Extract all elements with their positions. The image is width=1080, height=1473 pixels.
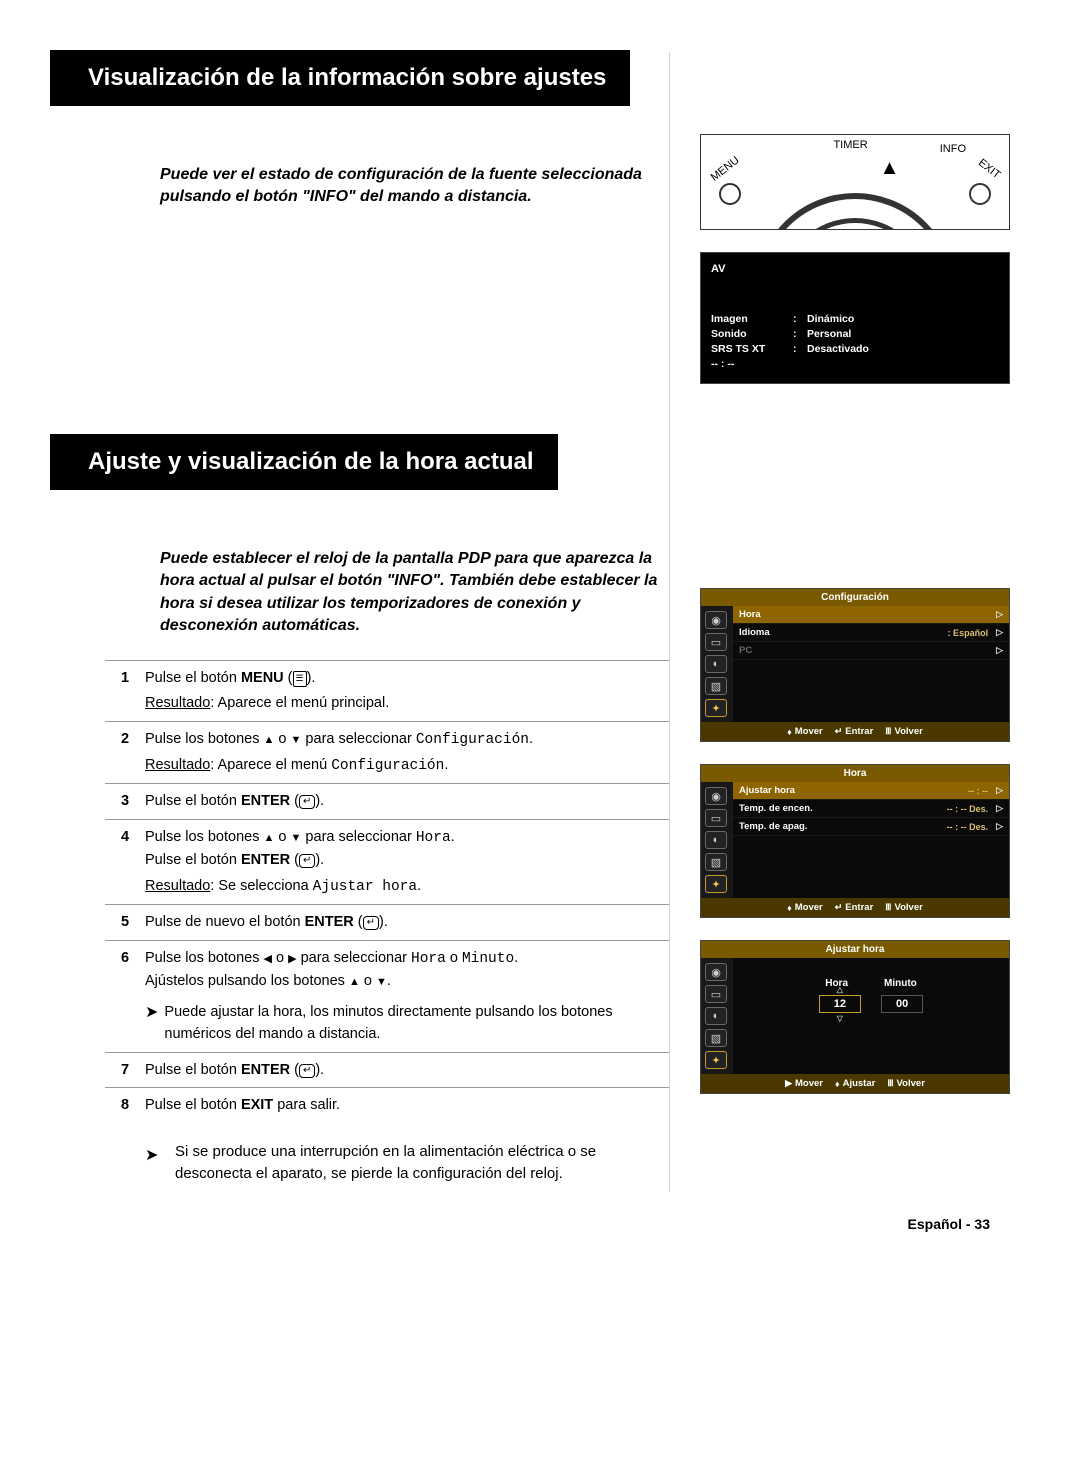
osd-icon: ▭	[705, 985, 727, 1003]
osd-icon: ▧	[705, 677, 727, 695]
down-icon	[291, 829, 302, 845]
up-icon	[264, 829, 275, 845]
section-1-header: Visualización de la información sobre aj…	[50, 50, 1030, 106]
osd-icon: ▭	[705, 809, 727, 827]
enter-icon: ↵	[299, 795, 315, 809]
osd-icon: ◐	[705, 831, 727, 849]
page-footer: Español - 33	[50, 1216, 1030, 1232]
remote-menu-button	[719, 183, 741, 205]
enter-icon: ↵	[299, 854, 315, 868]
hand-icon	[145, 1144, 164, 1164]
step-8: 8 Pulse el botón EXIT para salir.	[105, 1088, 670, 1122]
osd-icon: ◐	[705, 655, 727, 673]
osd-icon: ◉	[705, 611, 727, 629]
minuto-value: 00	[881, 995, 923, 1013]
vertical-divider	[669, 52, 670, 1192]
remote-exit-button	[969, 183, 991, 205]
step-3: 3 Pulse el botón ENTER (↵).	[105, 784, 670, 819]
up-icon	[264, 731, 275, 747]
step-1: 1 Pulse el botón MENU (☰). Resultado: Ap…	[105, 661, 670, 722]
down-icon	[376, 973, 387, 989]
step-5: 5 Pulse de nuevo el botón ENTER (↵).	[105, 905, 670, 940]
osd-ajustar-hora: Ajustar hora ◉ ▭ ◐ ▧ ✦ Hora Minuto	[700, 940, 1010, 1094]
info-screen: AV Imagen:Dinámico Sonido:Personal SRS T…	[700, 252, 1010, 384]
menu-icon: ☰	[293, 671, 307, 687]
remote-figure: TIMER INFO MENU EXIT ▲	[700, 134, 1010, 230]
hand-icon	[145, 1001, 164, 1046]
steps-list: 1 Pulse el botón MENU (☰). Resultado: Ap…	[105, 660, 670, 1123]
osd-icon: ✦	[705, 699, 727, 717]
osd-icon: ▭	[705, 633, 727, 651]
up-icon	[349, 973, 360, 989]
step-2: 2 Pulse los botones o para seleccionar C…	[105, 722, 670, 785]
section-2-intro: Puede establecer el reloj de la pantalla…	[160, 548, 670, 638]
remote-timer-label: TIMER	[833, 139, 867, 151]
enter-icon: ↵	[299, 1064, 315, 1078]
remote-exit-label: EXIT	[975, 157, 1002, 182]
left-icon	[264, 950, 272, 966]
section-1-title: Visualización de la información sobre aj…	[67, 53, 627, 103]
osd-hora: Hora ◉ ▭ ◐ ▧ ✦ Ajustar hora-- : --▷ Temp…	[700, 764, 1010, 918]
osd-config: Configuración ◉ ▭ ◐ ▧ ✦ Hora▷ Idioma: Es…	[700, 588, 1010, 742]
osd-icon: ▧	[705, 1029, 727, 1047]
enter-icon: ↵	[363, 916, 379, 930]
section-2-title: Ajuste y visualización de la hora actual	[67, 437, 555, 487]
osd-icon: ◉	[705, 787, 727, 805]
step-7: 7 Pulse el botón ENTER (↵).	[105, 1053, 670, 1088]
remote-info-label: INFO	[940, 143, 966, 155]
step-6: 6 Pulse los botones o para seleccionar H…	[105, 941, 670, 1053]
remote-menu-label: MENU	[709, 154, 742, 183]
down-icon	[291, 731, 302, 747]
osd-icon: ✦	[705, 875, 727, 893]
final-note: Si se produce una interrupción en la ali…	[145, 1141, 670, 1186]
remote-arrow-icon: ▲	[880, 157, 900, 180]
osd-icon: ◐	[705, 1007, 727, 1025]
osd-icon: ◉	[705, 963, 727, 981]
section-2-header: Ajuste y visualización de la hora actual	[50, 434, 1030, 490]
section-1-intro: Puede ver el estado de configuración de …	[160, 164, 670, 209]
hora-value: △12▽	[819, 995, 861, 1013]
right-icon	[288, 950, 296, 966]
osd-icon: ▧	[705, 853, 727, 871]
osd-icon: ✦	[705, 1051, 727, 1069]
step-4: 4 Pulse los botones o para seleccionar H…	[105, 820, 670, 905]
info-source: AV	[711, 263, 999, 275]
